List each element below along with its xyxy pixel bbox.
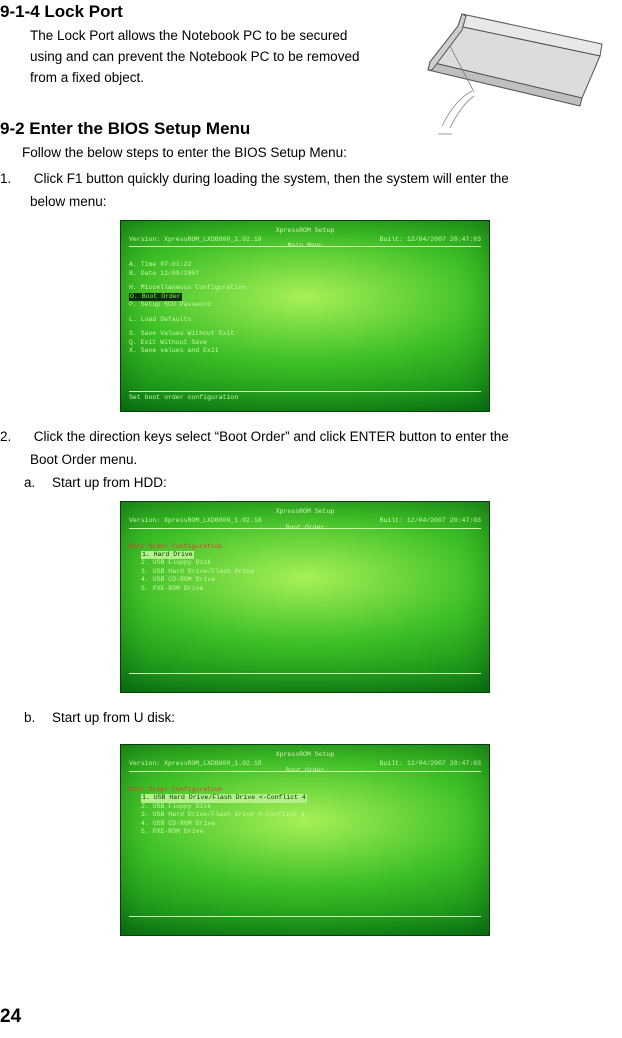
step-2-text-a: Click the direction keys select “Boot Or… [34,429,509,444]
bios-hdd-2: 2. USB Floppy Disk [141,559,481,567]
bios-screenshot-usb: XpressROM Setup Version: XpressROM_LXDB8… [120,744,490,936]
sub-b: b.Start up from U disk: [24,707,610,730]
bios-hdd-5: 5. PXE-ROM Drive [141,585,481,593]
steps-list: Click F1 button quickly during loading t… [0,168,610,937]
bios-built-2: Built: 12/04/2007 20:47:03 [380,517,481,525]
bios-screenshot-main: XpressROM Setup Version: XpressROM_LXDB8… [120,220,490,412]
step-2: Click the direction keys select “Boot Or… [0,426,610,936]
bios-hdd-header: Boot Order Configuration [129,543,481,551]
bios-main-footer: Set boot order configuration [129,391,481,402]
bios-main-q: Q. Exit Without Save [129,339,481,347]
bios-titlebar-2: XpressROM Setup [129,508,481,516]
bios-version-3: Version: XpressROM_LXDB800_1.02.18 [129,760,262,768]
sub-a: a.Start up from HDD: [24,472,610,495]
bios-hdd-1: 1. Hard Drive [141,551,194,559]
bios-hdd-4: 4. USB CD-ROM Drive [141,576,481,584]
bios-usb-1: 1. USB Hard Drive/Flash Drive <-Conflict… [141,794,307,802]
bios-usb-5: 5. PXE-ROM Drive [141,828,481,836]
lock-port-text: The Lock Port allows the Notebook PC to … [30,28,359,85]
bios-main-p: P. Setup SCU Password [129,301,481,309]
bios-version-2: Version: XpressROM_LXDB800_1.02.18 [129,517,262,525]
bios-usb-header: Boot Order Configuration [129,786,481,794]
bios-built: Built: 12/04/2007 20:47:03 [380,236,481,244]
bios-built-3: Built: 12/04/2007 20:47:03 [380,760,481,768]
bios-main-l: L. Load Defaults [129,316,481,324]
step-2-text-b: Boot Order menu. [30,449,610,472]
bios-main-x: X. Save values and Exit [129,347,481,355]
lock-port-text-line1: The Lock Port allows the Notebook PC to … [30,26,370,89]
bios-bootorder-label: Boot Order [281,524,328,532]
bios-titlebar: XpressROM Setup [129,227,481,235]
sub-b-text: Start up from U disk: [52,710,175,725]
bios-usb-4: 4. USB CD-ROM Drive [141,820,481,828]
laptop-illustration [402,6,612,146]
bios-titlebar-3: XpressROM Setup [129,751,481,759]
bios-usb-3: 3. USB Hard Drive/Flash Drive <-Conflict… [141,811,481,819]
bios-main-s: S. Save Values Without Exit [129,330,481,338]
step-1: Click F1 button quickly during loading t… [0,168,610,412]
bios-version: Version: XpressROM_LXDB800_1.02.18 [129,236,262,244]
bios-bootorder-label-2: Boot Order [281,767,328,775]
bios-main-h: H. Miscellaneous Configuration [129,284,481,292]
step-1-text-b: below menu: [30,191,610,214]
sub-a-text: Start up from HDD: [52,475,167,490]
page: 9-1-4 Lock Port The Lock Port allows the… [0,2,622,1038]
page-number: 24 [0,1006,21,1028]
bios-usb-2: 2. USB Floppy Disk [141,803,481,811]
step-1-text-a: Click F1 button quickly during loading t… [34,171,509,186]
bios-main-b: B. Date 12/09/2007 [129,270,481,278]
bios-main-a: A. Time 07:01:22 [129,261,481,269]
bios-main-o: O. Boot Order [129,293,182,301]
bios-hdd-3: 3. USB Hard Drive/Flash Drive [141,568,481,576]
bios-screenshot-hdd: XpressROM Setup Version: XpressROM_LXDB8… [120,501,490,693]
bios-main-label: Main Menu [283,242,326,250]
